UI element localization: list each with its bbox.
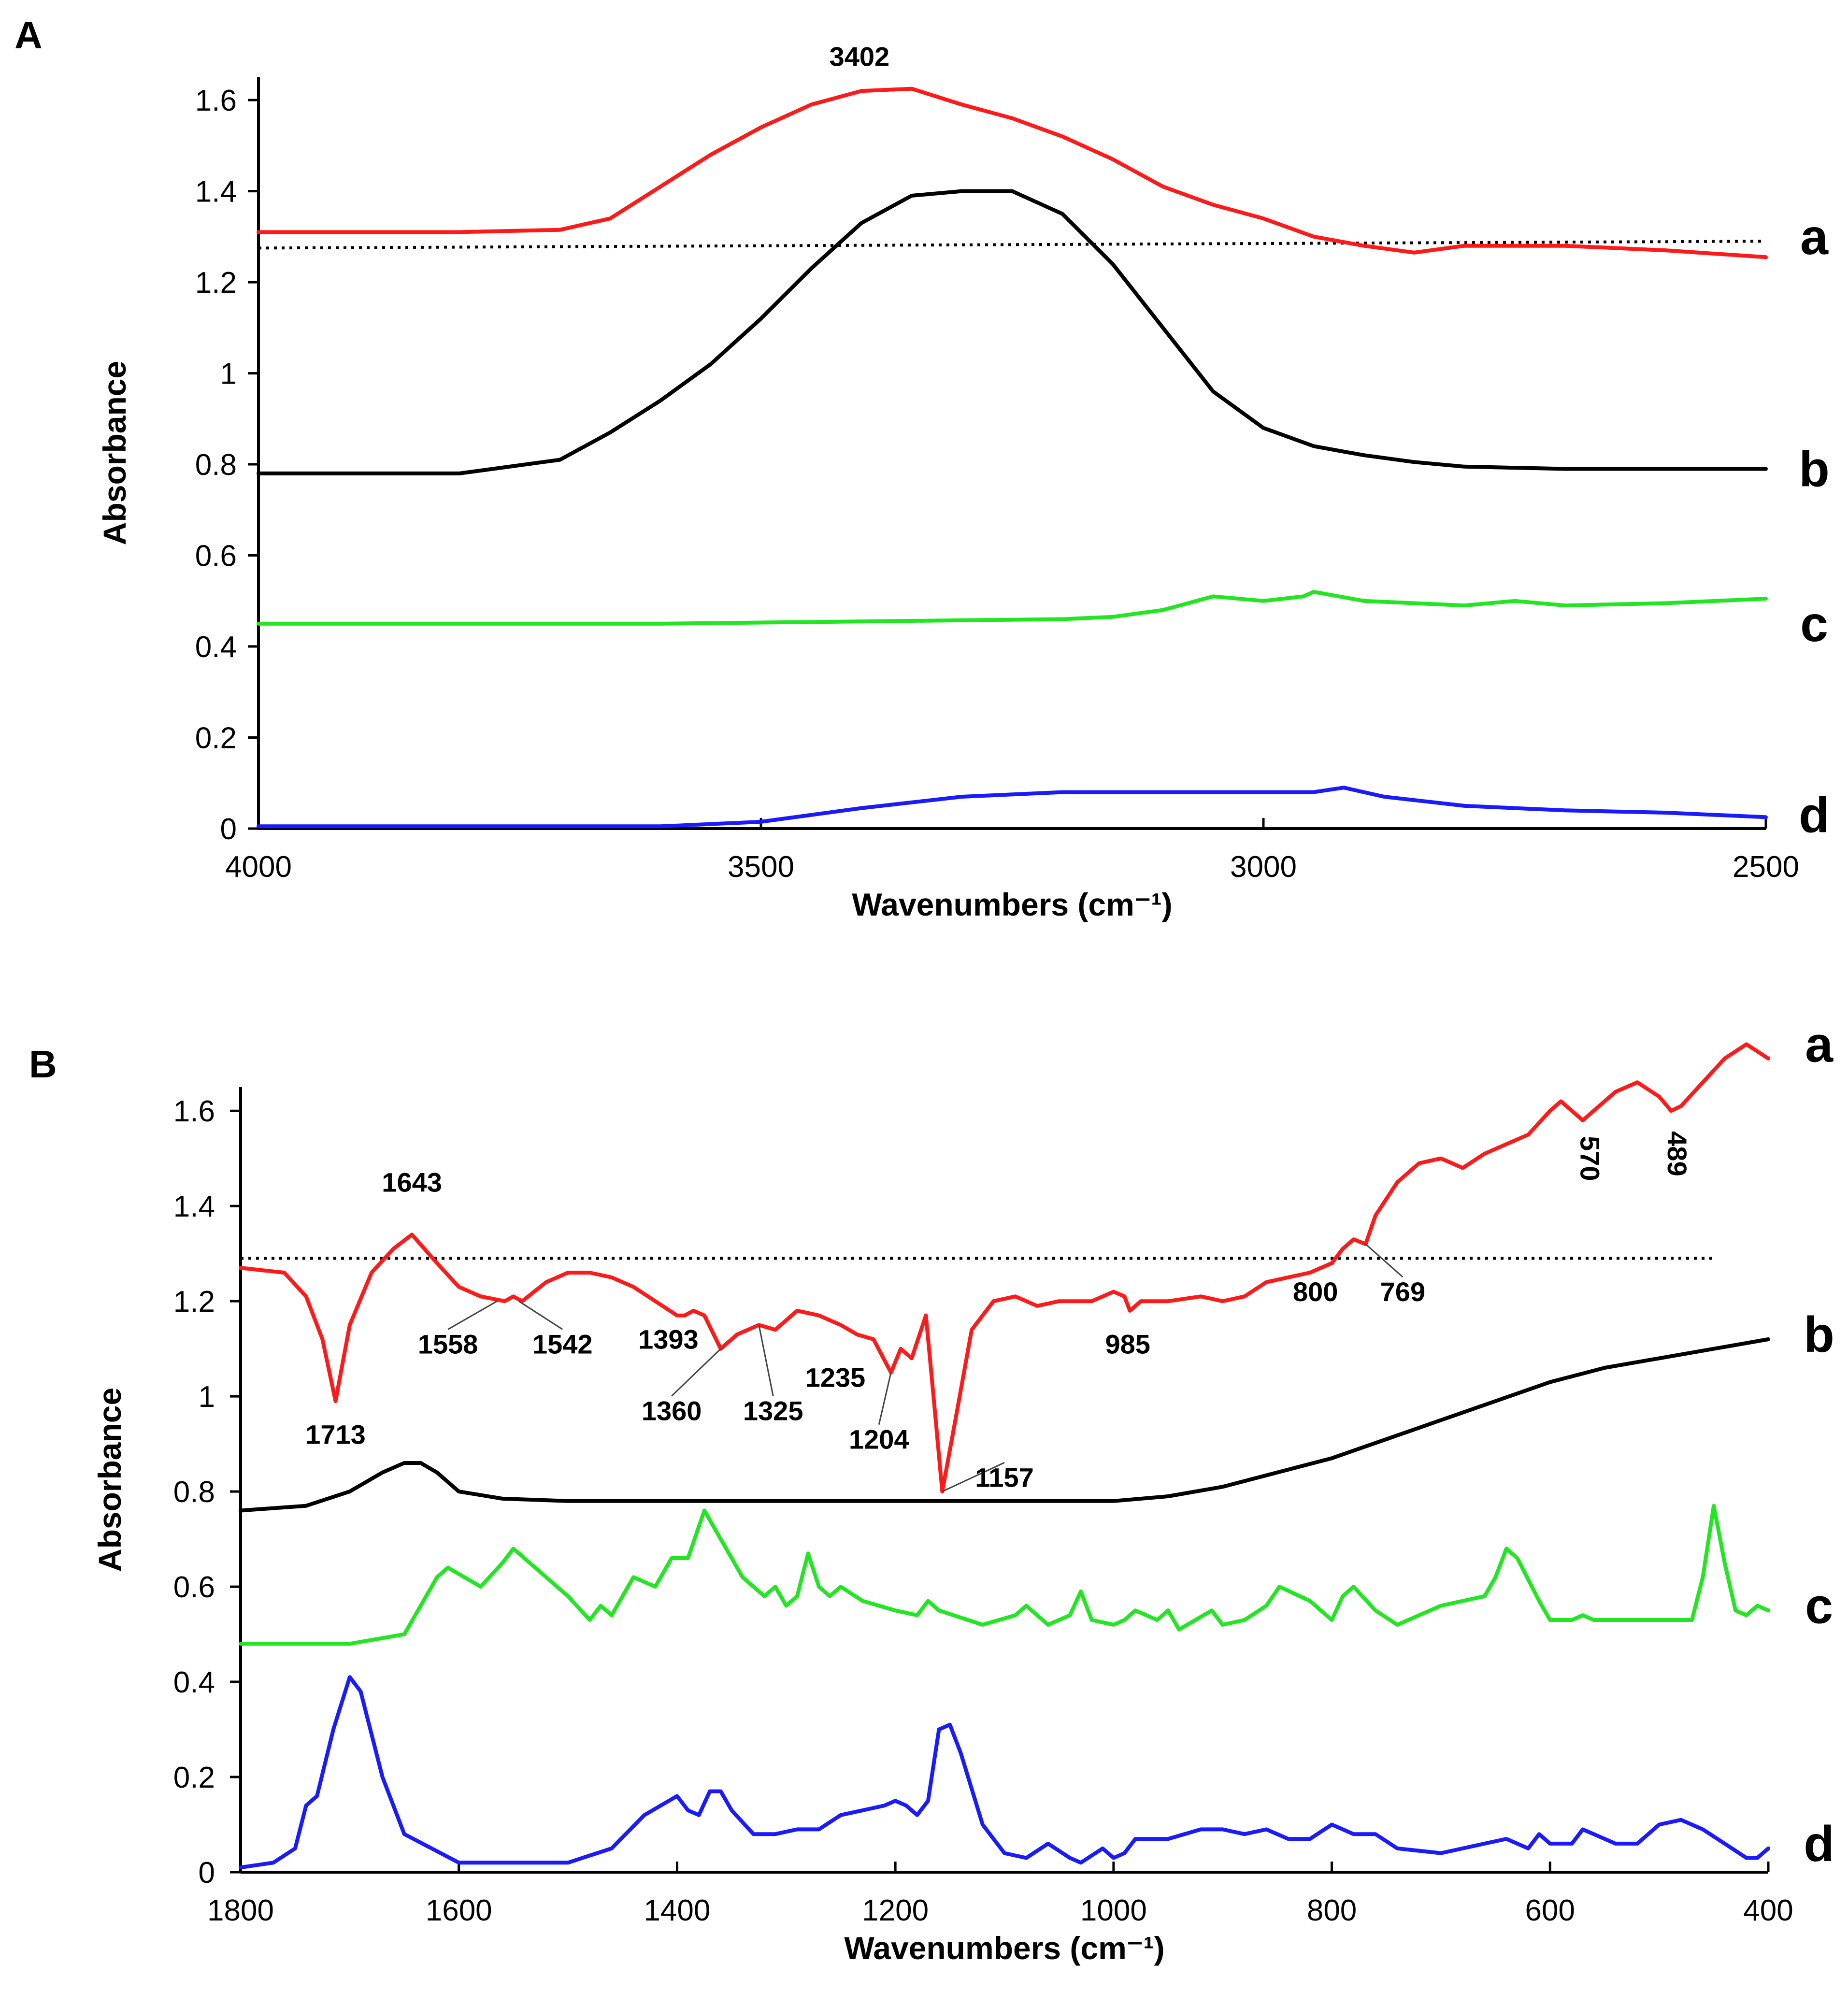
y-tick-label: 1.2 — [195, 266, 237, 300]
series-label-a: a — [1805, 1017, 1834, 1073]
peak-leader-line — [671, 1348, 721, 1397]
series-line-b — [257, 189, 1768, 475]
panel-letter: B — [29, 1043, 57, 1086]
peak-leader-line — [758, 1325, 774, 1396]
x-tick-label: 3500 — [728, 850, 794, 884]
peak-leader-line — [942, 1462, 1005, 1492]
series-line-b — [239, 1337, 1770, 1513]
series-line-d — [239, 1675, 1770, 1870]
peak-label: 1204 — [849, 1424, 909, 1454]
x-tick-label: 800 — [1307, 1894, 1357, 1927]
series-label-b: b — [1804, 1307, 1834, 1363]
y-tick-label: 0 — [199, 1856, 215, 1890]
x-axis-title: Wavenumbers (cm⁻¹) — [852, 887, 1172, 922]
peak-leader-line — [447, 1300, 498, 1330]
x-axis-title: Wavenumbers (cm⁻¹) — [844, 1930, 1164, 1966]
panel-a-chart: A 0 0.2 0.4 0.6 0.8 1 1.2 1.4 1.6 4000 3500 3000 2500… — [14, 14, 1830, 922]
peak-leader-line — [518, 1300, 563, 1330]
peak-label: 1360 — [642, 1395, 702, 1426]
peak-label: 1643 — [382, 1167, 442, 1198]
y-tick-label: 1.4 — [195, 175, 237, 209]
y-tick-label: 0.8 — [195, 448, 237, 482]
y-tick-label: 0.2 — [195, 722, 237, 755]
x-tick-label: 1600 — [426, 1894, 492, 1927]
peak-leader-line — [1365, 1243, 1404, 1278]
peak-label: 1235 — [805, 1362, 866, 1392]
series-label-c: c — [1805, 1578, 1833, 1634]
y-tick-label: 0.6 — [173, 1571, 215, 1604]
series-label-d: d — [1804, 1816, 1834, 1872]
series-line-a — [239, 1042, 1770, 1494]
peak-label: 1542 — [532, 1329, 593, 1360]
peak-label: 769 — [1380, 1276, 1425, 1307]
y-tick-label: 1.6 — [195, 84, 237, 117]
x-tick-label: 600 — [1525, 1894, 1575, 1927]
series-label-c: c — [1800, 596, 1828, 652]
x-tick-label: 4000 — [225, 850, 292, 884]
series-label-a: a — [1800, 209, 1829, 265]
x-tick-label: 1800 — [207, 1894, 274, 1927]
peak-label: 1393 — [638, 1324, 699, 1355]
y-tick-label: 1.4 — [173, 1190, 215, 1223]
series-line-a — [257, 86, 1768, 259]
y-axis-title: Absorbance — [97, 361, 132, 545]
x-tick-label: 400 — [1743, 1894, 1793, 1927]
x-tick-label: 1200 — [862, 1894, 929, 1927]
peak-leader-line — [878, 1372, 892, 1425]
panel-letter: A — [14, 14, 43, 57]
series-line-c — [257, 589, 1768, 626]
y-tick-label: 0.8 — [173, 1476, 215, 1509]
series-line-c — [239, 1504, 1770, 1646]
x-tick-label: 2500 — [1733, 850, 1799, 884]
peak-label: 1713 — [305, 1419, 366, 1450]
peak-label: 985 — [1105, 1329, 1150, 1360]
peak-label: 1558 — [418, 1329, 478, 1360]
y-tick-label: 1.6 — [173, 1095, 215, 1128]
peak-label: 570 — [1575, 1136, 1605, 1181]
y-tick-label: 0 — [220, 813, 237, 846]
series-label-d: d — [1799, 788, 1830, 844]
peak-label: 800 — [1293, 1276, 1338, 1307]
y-tick-label: 0.6 — [195, 540, 237, 573]
series-line-d — [257, 786, 1768, 829]
peak-label: 1157 — [975, 1462, 1034, 1492]
peak-label: 1325 — [743, 1395, 803, 1426]
y-tick-label: 1 — [199, 1380, 215, 1414]
y-tick-label: 0.4 — [195, 631, 237, 664]
y-tick-label: 1 — [220, 358, 237, 391]
peak-label: 3402 — [830, 41, 890, 72]
x-tick-label: 1400 — [644, 1894, 710, 1927]
y-tick-label: 0.4 — [173, 1666, 215, 1699]
series-label-b: b — [1799, 441, 1830, 497]
y-tick-label: 0.2 — [173, 1761, 215, 1794]
y-tick-label: 1.2 — [173, 1285, 215, 1318]
peak-label: 489 — [1662, 1131, 1692, 1176]
panel-b-chart: B 0 0.2 0.4 0.6 0.8 1 1.2 1.4 1.6 1800 1600 1400 1200… — [29, 1017, 1834, 1966]
y-axis-title: Absorbance — [92, 1388, 128, 1572]
x-tick-label: 3000 — [1230, 850, 1297, 884]
x-tick-label: 1000 — [1080, 1894, 1147, 1927]
